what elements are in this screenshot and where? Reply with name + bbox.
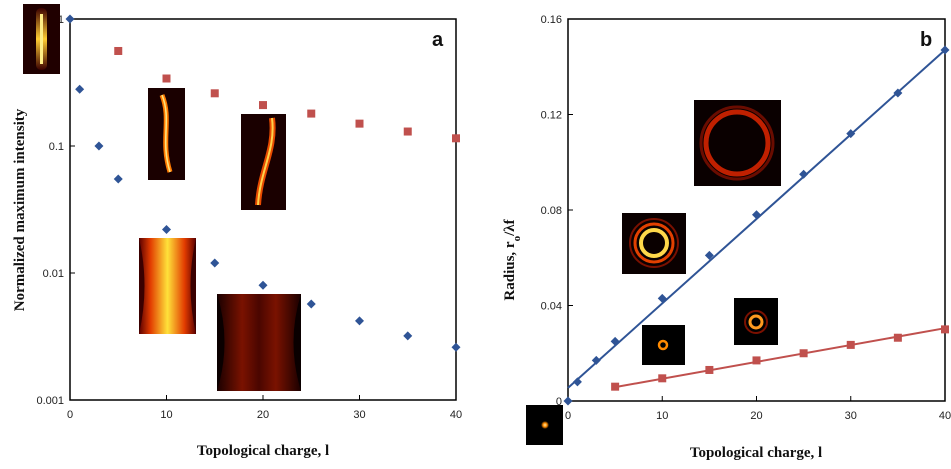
data-point-square: [611, 382, 620, 391]
data-point-diamond: [65, 14, 75, 24]
inset-beam-curved-image: [241, 114, 286, 210]
panel-b: b 0 0.04 0.08 0.12 0.16 0 10 20 30 40 Topologica…: [502, 14, 951, 461]
y-tick-label: 0.01: [43, 268, 64, 280]
panel-b-data-points: [563, 45, 950, 406]
panel-a-x-axis-label: Topological charge, l: [197, 443, 329, 459]
x-tick-label: 20: [257, 409, 269, 421]
y-tick-label: 0.1: [49, 141, 64, 153]
data-point-diamond: [591, 355, 601, 365]
x-tick-label: 0: [67, 409, 73, 421]
data-point-square: [259, 101, 267, 110]
data-point-diamond: [657, 293, 667, 303]
data-point-diamond: [210, 258, 220, 268]
data-point-diamond: [704, 250, 714, 260]
data-point-diamond: [258, 280, 268, 290]
panel-b-letter: b: [920, 29, 932, 51]
data-point-diamond: [75, 84, 85, 94]
x-tick-label: 0: [565, 410, 571, 422]
panel-a-x-ticks: 0 10 20 30 40: [67, 395, 462, 421]
inset-beam-dark-image: [217, 294, 301, 391]
y-tick-label: 1: [58, 14, 64, 26]
data-point-square: [941, 325, 949, 334]
x-tick-label: 20: [750, 410, 762, 422]
data-point-diamond: [572, 377, 582, 387]
x-tick-label: 30: [845, 410, 857, 422]
y-tick-label: 0.16: [541, 14, 562, 26]
inset-ring-large-image: [694, 100, 781, 186]
y-tick-label: 0.12: [541, 110, 562, 122]
x-tick-label: 40: [939, 410, 951, 422]
inset-ring-small-image: [642, 325, 685, 365]
data-point-diamond: [846, 129, 856, 139]
data-point-diamond: [563, 396, 573, 406]
data-point-diamond: [162, 225, 171, 235]
data-point-diamond: [940, 45, 950, 55]
data-point-diamond: [610, 336, 620, 346]
panel-a-y-axis-label: Normalized maximum intensity: [12, 108, 28, 311]
inset-beam-flat-image: [139, 238, 196, 334]
y-tick-label: 0.04: [541, 301, 562, 313]
data-point-diamond: [752, 210, 761, 220]
data-point-square: [355, 119, 364, 128]
data-point-diamond: [799, 169, 809, 179]
panel-a-data-points: [65, 14, 461, 352]
data-point-diamond: [94, 141, 104, 151]
data-point-square: [705, 365, 714, 374]
data-point-square: [846, 340, 855, 349]
data-point-diamond: [306, 299, 316, 309]
fit-line: [614, 327, 946, 389]
data-point-square: [452, 134, 460, 143]
x-tick-label: 10: [160, 409, 172, 421]
data-point-square: [658, 374, 667, 383]
data-point-square: [210, 89, 219, 98]
data-point-square: [162, 74, 171, 83]
panel-b-y-axis-label: Radius, ro/λf: [502, 218, 523, 300]
y-tick-label: 0.08: [541, 205, 562, 217]
data-point-diamond: [893, 88, 903, 98]
data-point-square: [403, 127, 412, 136]
inset-spot-image: [526, 405, 563, 445]
y-tick-label: 0: [556, 396, 562, 408]
inset-beam-narrow-image: [23, 4, 60, 74]
panel-a-letter: a: [432, 29, 444, 51]
panel-b-x-ticks: 0 10 20 30 40: [565, 396, 951, 422]
inset-ring-medium-image: [622, 213, 686, 274]
data-point-diamond: [451, 342, 461, 352]
data-point-diamond: [113, 174, 123, 184]
x-tick-label: 30: [353, 409, 365, 421]
data-point-diamond: [355, 316, 364, 326]
y-tick-label: 0.001: [36, 395, 64, 407]
data-point-square: [307, 109, 316, 118]
inset-ring-offset-image: [734, 298, 778, 345]
data-point-diamond: [403, 331, 413, 341]
x-tick-label: 40: [450, 409, 462, 421]
data-point-square: [893, 333, 902, 342]
data-point-square: [799, 349, 808, 358]
inset-beam-bent-image: [148, 88, 185, 180]
data-point-square: [114, 46, 123, 55]
x-tick-label: 10: [656, 410, 668, 422]
panel-b-x-axis-label: Topological charge, l: [690, 445, 822, 461]
panel-b-y-ticks: 0 0.04 0.08 0.12 0.16: [541, 14, 573, 408]
data-point-square: [752, 356, 761, 365]
panel-a: a 0.001 0.01 0.1 1 0 10 20 30 40 Topological ch…: [12, 4, 462, 459]
